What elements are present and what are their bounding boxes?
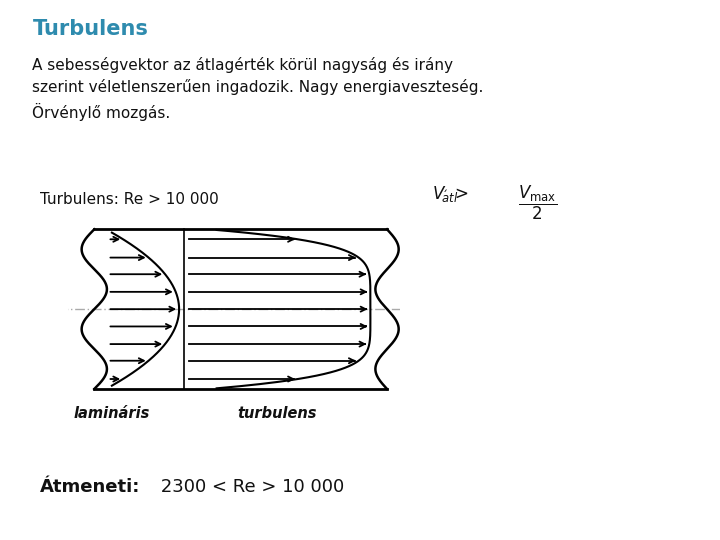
Text: Turbulens: Re > 10 000: Turbulens: Re > 10 000 — [40, 192, 218, 207]
Text: $V_{\!\mathit{\'atl}}\!\!>$: $V_{\!\mathit{\'atl}}\!\!>$ — [432, 184, 469, 204]
Text: A sebességvektor az átlagérték körül nagyság és irány
szerint véletlenszerűen in: A sebességvektor az átlagérték körül nag… — [32, 57, 484, 121]
Text: lamináris: lamináris — [73, 406, 150, 421]
Text: turbulens: turbulens — [238, 406, 317, 421]
Text: Átmeneti:: Átmeneti: — [40, 478, 140, 496]
Text: $\dfrac{V_{\mathrm{max}}}{2}$: $\dfrac{V_{\mathrm{max}}}{2}$ — [518, 184, 557, 222]
Text: Turbulens: Turbulens — [32, 19, 148, 39]
Text: 2300 < Re > 10 000: 2300 < Re > 10 000 — [155, 478, 344, 496]
